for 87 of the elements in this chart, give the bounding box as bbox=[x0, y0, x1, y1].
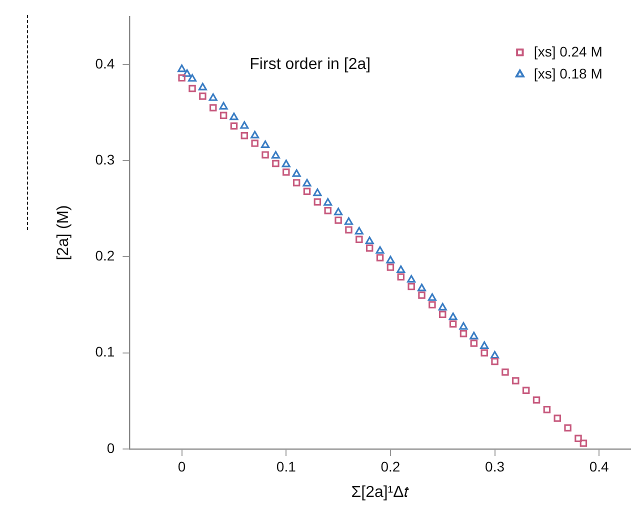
x-tick-label: 0.3 bbox=[485, 458, 505, 474]
point bbox=[418, 292, 426, 299]
point bbox=[188, 74, 197, 82]
point bbox=[209, 104, 217, 112]
point bbox=[459, 322, 468, 330]
point bbox=[407, 275, 416, 283]
point bbox=[282, 168, 290, 176]
point bbox=[449, 320, 457, 328]
x-tick-label: 0.4 bbox=[589, 458, 610, 474]
legend-label: [xs] 0.18 M bbox=[534, 65, 602, 82]
point bbox=[302, 178, 312, 186]
point bbox=[344, 217, 353, 225]
point bbox=[428, 301, 436, 308]
x-tick-label: 0 bbox=[178, 458, 186, 474]
point bbox=[564, 424, 572, 432]
point bbox=[512, 377, 520, 384]
point bbox=[282, 160, 290, 168]
point bbox=[554, 414, 562, 422]
point bbox=[354, 226, 364, 235]
annotation: First order in [2a] bbox=[250, 56, 371, 73]
point bbox=[417, 284, 426, 292]
point bbox=[178, 74, 186, 82]
point bbox=[376, 254, 384, 262]
x-axis-title: Σ[2a]¹Δ𝑡 bbox=[351, 484, 409, 501]
point bbox=[580, 440, 588, 447]
point bbox=[292, 179, 300, 186]
point bbox=[334, 216, 342, 224]
point bbox=[324, 206, 332, 214]
point bbox=[261, 140, 270, 148]
point bbox=[448, 312, 458, 320]
point bbox=[396, 265, 406, 273]
y-axis-title: [2a] (M) bbox=[55, 205, 72, 260]
point bbox=[199, 92, 206, 100]
point bbox=[314, 198, 322, 206]
point bbox=[230, 122, 238, 130]
point bbox=[219, 102, 228, 110]
point bbox=[271, 150, 280, 159]
y-tick-label: 0 bbox=[106, 440, 115, 456]
point bbox=[240, 121, 249, 129]
y-tick-label: 0.4 bbox=[95, 55, 115, 72]
point bbox=[522, 386, 530, 394]
point bbox=[251, 140, 258, 147]
point bbox=[574, 434, 582, 442]
point bbox=[230, 112, 238, 120]
point bbox=[386, 264, 394, 271]
point bbox=[480, 341, 489, 349]
point bbox=[220, 112, 228, 120]
point bbox=[532, 396, 540, 404]
point bbox=[292, 169, 301, 177]
point bbox=[397, 273, 405, 281]
point bbox=[262, 151, 269, 158]
point bbox=[324, 198, 332, 206]
point bbox=[198, 82, 207, 90]
point bbox=[313, 188, 322, 196]
point bbox=[408, 282, 415, 290]
point bbox=[182, 69, 192, 77]
y-tick-label: 0.2 bbox=[95, 248, 115, 264]
y-tick-label: 0.1 bbox=[95, 344, 115, 360]
point bbox=[470, 340, 478, 347]
point bbox=[438, 310, 446, 318]
point bbox=[438, 302, 447, 310]
point bbox=[470, 332, 478, 340]
point bbox=[178, 64, 186, 72]
point bbox=[376, 246, 384, 254]
point bbox=[386, 256, 395, 264]
point bbox=[365, 236, 374, 244]
point bbox=[250, 130, 260, 138]
point bbox=[428, 293, 436, 301]
point bbox=[303, 188, 311, 195]
y-tick-label: 0.3 bbox=[95, 151, 115, 168]
x-tick-label: 0.2 bbox=[380, 458, 400, 474]
point bbox=[491, 358, 498, 366]
point bbox=[490, 350, 500, 359]
legend-label: [xs] 0.24 M bbox=[534, 43, 602, 60]
point bbox=[356, 236, 363, 244]
point bbox=[345, 226, 352, 234]
point bbox=[543, 406, 551, 414]
point bbox=[240, 132, 248, 140]
point bbox=[334, 208, 343, 216]
point bbox=[460, 330, 468, 338]
point bbox=[480, 349, 488, 356]
point bbox=[272, 160, 280, 168]
point bbox=[188, 84, 196, 92]
point bbox=[502, 368, 509, 376]
point bbox=[208, 93, 218, 101]
x-tick-label: 0.1 bbox=[276, 458, 296, 474]
point bbox=[366, 244, 374, 252]
